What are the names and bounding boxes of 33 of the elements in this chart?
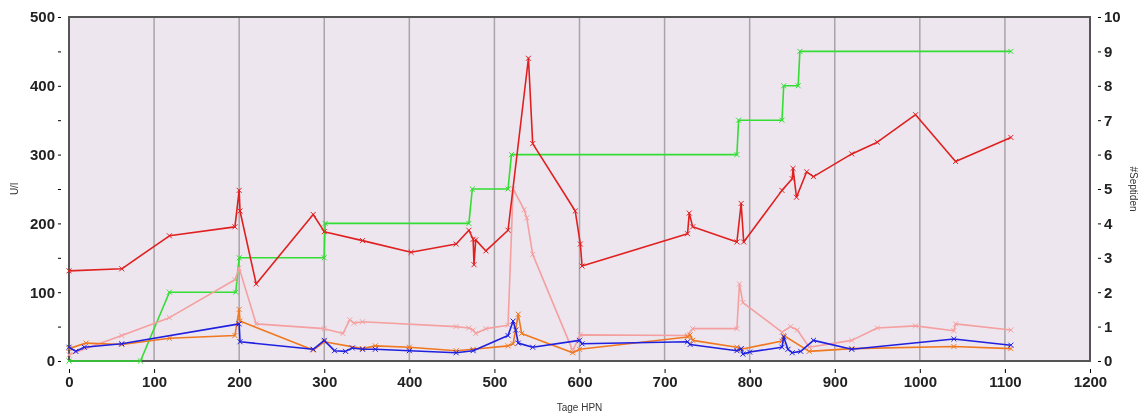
y-axis-title: U/l bbox=[9, 182, 20, 196]
y2-tick-label: 3 bbox=[1104, 249, 1113, 267]
x-tick-label: 0 bbox=[65, 372, 74, 390]
y2-tick-label: 9 bbox=[1104, 42, 1113, 60]
y2-tick-label: 8 bbox=[1104, 77, 1113, 95]
y2-tick-label: 7 bbox=[1104, 111, 1113, 129]
x-tick-label: 600 bbox=[567, 372, 593, 390]
y2-tick-label: 6 bbox=[1104, 145, 1113, 163]
y-tick-label: 0 bbox=[46, 352, 55, 370]
y2-tick-label: 1 bbox=[1104, 317, 1113, 335]
y-tick-label: 100 bbox=[29, 283, 55, 301]
y2-tick-label: 0 bbox=[1104, 352, 1113, 370]
y-tick-label: 300 bbox=[29, 145, 55, 163]
y2-tick-label: 5 bbox=[1104, 180, 1113, 198]
y-tick-label: 400 bbox=[29, 77, 55, 95]
x-tick-label: 1200 bbox=[1073, 372, 1108, 390]
y2-axis-title: #Septiden bbox=[1128, 166, 1139, 212]
x-tick-label: 800 bbox=[737, 372, 763, 390]
y2-tick-label: 10 bbox=[1104, 8, 1121, 26]
y-tick-label: 200 bbox=[29, 214, 55, 232]
x-tick-label: 100 bbox=[142, 372, 168, 390]
x-tick-label: 900 bbox=[822, 372, 848, 390]
y2-tick-label: 2 bbox=[1104, 283, 1113, 301]
x-tick-label: 1000 bbox=[903, 372, 938, 390]
x-tick-label: 200 bbox=[227, 372, 253, 390]
y-tick-label: 500 bbox=[29, 8, 55, 26]
x-axis-title: Tage HPN bbox=[556, 402, 603, 413]
x-tick-label: 400 bbox=[397, 372, 423, 390]
x-tick-label: 300 bbox=[312, 372, 338, 390]
y2-tick-label: 4 bbox=[1104, 214, 1113, 232]
x-tick-label: 700 bbox=[652, 372, 678, 390]
x-tick-label: 1100 bbox=[989, 372, 1022, 390]
x-tick-label: 500 bbox=[482, 372, 508, 390]
